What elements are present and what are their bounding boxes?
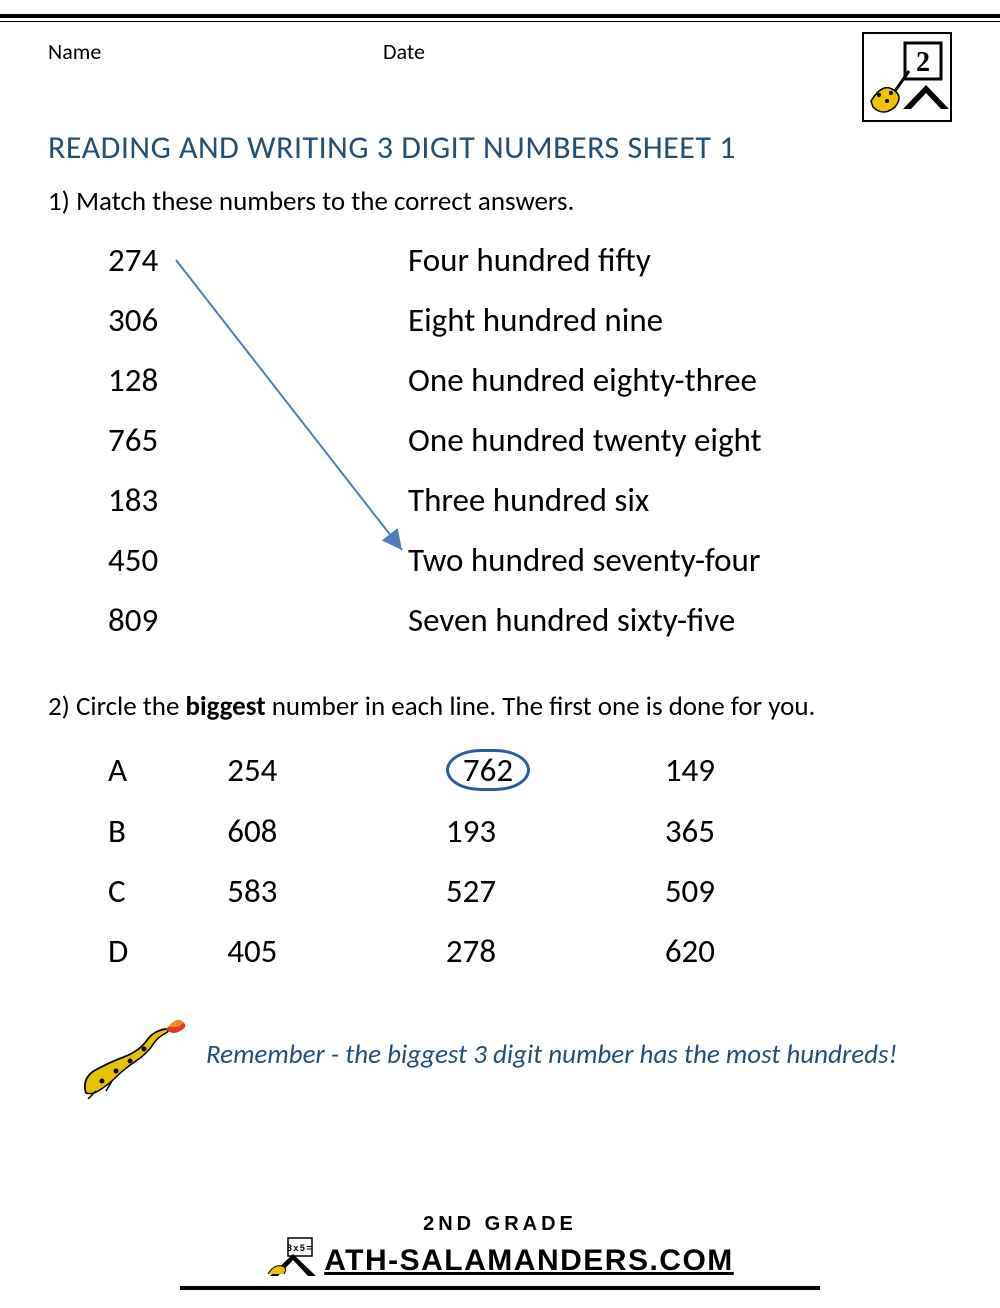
date-label: Date (383, 38, 425, 65)
match-num: 128 (48, 350, 408, 410)
row-letter: C (88, 861, 227, 921)
top-rule (0, 14, 1000, 22)
q2-instr-pre: 2) Circle the (48, 690, 186, 723)
brand-logo: 2 (862, 32, 952, 122)
salamander-logo-icon: 2 (865, 35, 949, 119)
circle-row: D 405 278 620 (88, 921, 884, 981)
match-word: One hundred eighty-three (408, 350, 952, 410)
row-val: 149 (665, 739, 884, 801)
svg-text:3x5=: 3x5= (287, 1243, 313, 1253)
row-val: 608 (227, 801, 446, 861)
logo-number: 2 (916, 47, 930, 78)
circle-row: C 583 527 509 (88, 861, 884, 921)
row-letter: A (88, 739, 227, 801)
match-row: 306Eight hundred nine (48, 290, 952, 350)
row-val: 620 (665, 921, 884, 981)
row-val: 527 (446, 861, 665, 921)
match-row: 809Seven hundred sixty-five (48, 590, 952, 650)
footer-rule (180, 1286, 820, 1290)
footer: 2ND GRADE 3x5= ATH-SALAMANDERS.COM (0, 1207, 1000, 1290)
q1-match-area: 274Four hundred fifty 306Eight hundred n… (48, 230, 952, 650)
row-val: 193 (446, 801, 665, 861)
name-label: Name (48, 38, 378, 65)
row-val: 509 (665, 861, 884, 921)
circled-value: 762 (446, 749, 530, 791)
match-word: Three hundred six (408, 470, 952, 530)
header-row: Name Date 2 (48, 32, 952, 122)
match-row: 765One hundred twenty eight (48, 410, 952, 470)
match-num: 306 (48, 290, 408, 350)
row-val: 405 (227, 921, 446, 981)
footer-logo-icon: 3x5= (266, 1236, 320, 1286)
footer-url: 3x5= ATH-SALAMANDERS.COM (266, 1236, 734, 1286)
salamander-fire-icon (78, 1009, 188, 1099)
q1-instruction: 1) Match these numbers to the correct an… (48, 185, 952, 218)
worksheet-title: READING AND WRITING 3 DIGIT NUMBERS SHEE… (48, 128, 952, 167)
match-num: 765 (48, 410, 408, 470)
match-num: 450 (48, 530, 408, 590)
q2-instr-bold: biggest (186, 690, 266, 723)
match-row: 450Two hundred seventy-four (48, 530, 952, 590)
match-word: Seven hundred sixty-five (408, 590, 952, 650)
circle-table: A 254 762 149 B 608 193 365 C 583 527 50… (88, 739, 884, 981)
q2-instruction: 2) Circle the biggest number in each lin… (48, 690, 952, 723)
header-labels: Name Date (48, 32, 862, 65)
row-val: 365 (665, 801, 884, 861)
q2-instr-post: number in each line. The first one is do… (266, 690, 816, 723)
match-word: One hundred twenty eight (408, 410, 952, 470)
footer-url-text: ATH-SALAMANDERS.COM (324, 1244, 734, 1278)
circle-row: B 608 193 365 (88, 801, 884, 861)
match-row: 274Four hundred fifty (48, 230, 952, 290)
match-word: Two hundred seventy-four (408, 530, 952, 590)
row-val: 278 (446, 921, 665, 981)
footer-grade: 2ND GRADE (423, 1213, 577, 1236)
row-val: 762 (446, 739, 665, 801)
row-letter: D (88, 921, 227, 981)
row-letter: B (88, 801, 227, 861)
match-row: 128One hundred eighty-three (48, 350, 952, 410)
match-num: 274 (48, 230, 408, 290)
match-word: Four hundred fifty (408, 230, 952, 290)
row-val: 254 (227, 739, 446, 801)
circle-row: A 254 762 149 (88, 739, 884, 801)
match-table: 274Four hundred fifty 306Eight hundred n… (48, 230, 952, 650)
match-num: 183 (48, 470, 408, 530)
tip-row: Remember - the biggest 3 digit number ha… (48, 1009, 952, 1099)
tip-text: Remember - the biggest 3 digit number ha… (206, 1038, 897, 1071)
match-num: 809 (48, 590, 408, 650)
row-val: 583 (227, 861, 446, 921)
match-word: Eight hundred nine (408, 290, 952, 350)
match-row: 183Three hundred six (48, 470, 952, 530)
worksheet-page: Name Date 2 READING AND WRITING 3 DIGIT … (0, 22, 1000, 1099)
